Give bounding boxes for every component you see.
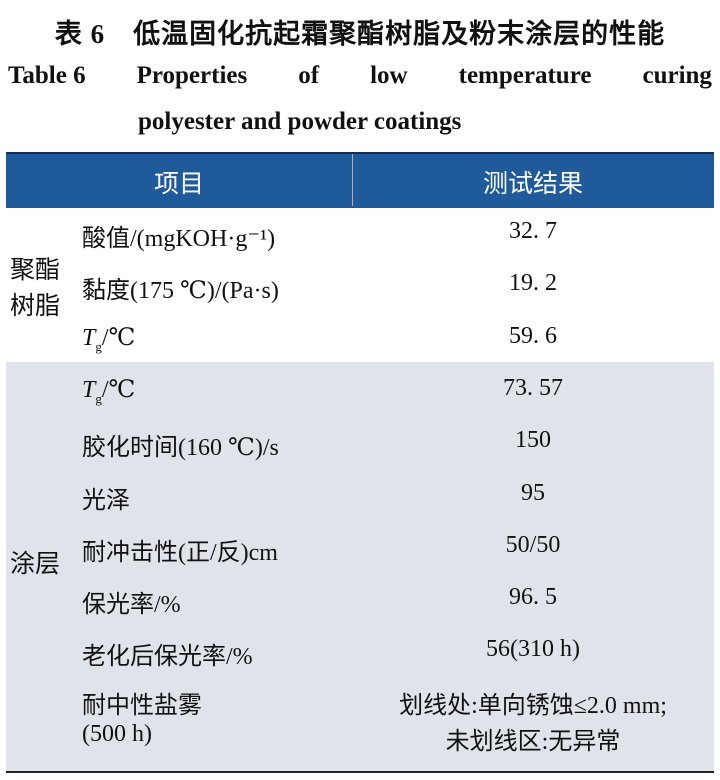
value: 划线处:单向锈蚀≤2.0 mm; [399, 692, 667, 719]
title-en: Table 6 Properties of low temperature curing [8, 62, 712, 90]
item: 耐冲击性(正/反)cm [82, 539, 278, 566]
item-part: T [82, 324, 96, 351]
item: 耐中性盐雾 [82, 692, 202, 719]
value: 95 [521, 479, 545, 506]
title-word: curing [642, 62, 712, 89]
title-word: low [370, 62, 408, 89]
header-cell: 项目 [153, 171, 204, 198]
value: 50/50 [505, 531, 561, 558]
item-part: /℃ [101, 376, 136, 403]
group-label: 涂层 [10, 550, 61, 578]
item: 光泽 [82, 487, 130, 514]
item: 保光率/% [82, 592, 181, 619]
group-background [6, 362, 714, 772]
group-label: 树脂 [10, 293, 61, 321]
value: 19. 2 [509, 270, 557, 297]
value: 59. 6 [509, 322, 557, 349]
item: 酸值/(mgKOH·g⁻¹) [82, 226, 276, 252]
item-part: g [95, 338, 102, 354]
item: 胶化时间(160 ℃)/s [82, 435, 279, 462]
title-word: Table 6 [8, 62, 86, 89]
title-word: temperature [458, 62, 592, 89]
item: 老化后保光率/% [82, 644, 253, 671]
title-en: polyester and powder coatings [138, 108, 462, 135]
item: Tg/℃ [82, 323, 135, 355]
value: 56(310 h) [486, 636, 580, 663]
value: 32. 7 [509, 218, 557, 244]
table-header [6, 152, 714, 208]
bottom-rule [6, 771, 714, 773]
value: 73. 57 [503, 374, 563, 401]
value: 未划线区:无异常 [445, 728, 621, 755]
group-label: 聚酯 [10, 257, 61, 285]
item-part: T [82, 376, 96, 403]
item-part: g [95, 390, 102, 406]
title-word: Properties [136, 62, 248, 89]
item: Tg/℃ [82, 375, 135, 407]
header-cell: 测试结果 [482, 171, 583, 198]
item-part: /℃ [101, 324, 136, 351]
title-cn: 表 6 低温固化抗起霜聚酯树脂及粉末涂层的性能 [54, 19, 666, 49]
value: 96. 5 [509, 584, 557, 611]
item: 黏度(175 ℃)/(Pa·s) [82, 278, 279, 305]
title-word: of [298, 62, 320, 89]
divider [352, 154, 353, 206]
value: 150 [515, 427, 551, 454]
item: (500 h) [82, 720, 152, 747]
